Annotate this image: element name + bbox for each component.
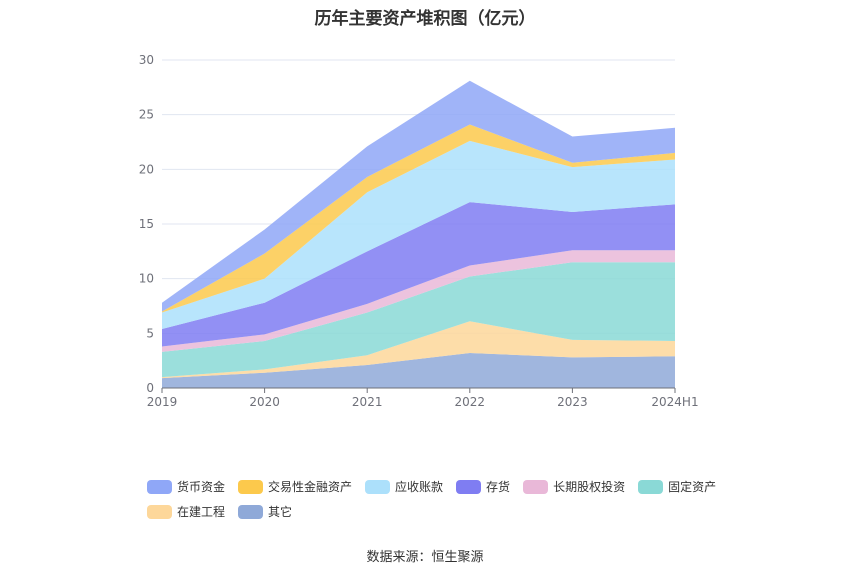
x-tick-label: 2021 [352, 395, 383, 409]
legend-label: 其它 [268, 503, 292, 520]
legend-swatch [523, 480, 548, 494]
y-tick-label: 15 [139, 217, 154, 231]
chart-legend: 货币资金 交易性金融资产 应收账款 存货 长期股权投资 固定资产在建工程 其它 [147, 474, 747, 524]
legend-swatch [147, 480, 172, 494]
legend-swatch [365, 480, 390, 494]
legend-item[interactable]: 其它 [238, 503, 292, 520]
legend-label: 在建工程 [177, 503, 225, 520]
x-tick-label: 2020 [249, 395, 280, 409]
legend-item[interactable]: 货币资金 [147, 478, 225, 495]
y-tick-label: 0 [146, 381, 154, 395]
legend-item[interactable]: 固定资产 [638, 478, 716, 495]
legend-row: 在建工程 其它 [147, 499, 747, 524]
y-tick-label: 5 [146, 326, 154, 340]
legend-label: 长期股权投资 [553, 478, 625, 495]
legend-item[interactable]: 在建工程 [147, 503, 225, 520]
legend-label: 货币资金 [177, 478, 225, 495]
y-tick-label: 20 [139, 162, 154, 176]
legend-swatch [147, 505, 172, 519]
legend-label: 固定资产 [668, 478, 716, 495]
legend-item[interactable]: 存货 [456, 478, 510, 495]
legend-label: 应收账款 [395, 478, 443, 495]
legend-swatch [238, 505, 263, 519]
stacked-area-chart: 0 5 10 15 20 25 30 2019 2020 2021 2022 2023 2024H1 [0, 0, 850, 470]
legend-item[interactable]: 应收账款 [365, 478, 443, 495]
y-tick-label: 30 [139, 53, 154, 67]
legend-item[interactable]: 交易性金融资产 [238, 478, 352, 495]
x-tick-label: 2024H1 [651, 395, 698, 409]
legend-label: 交易性金融资产 [268, 478, 352, 495]
legend-item[interactable]: 长期股权投资 [523, 478, 625, 495]
y-tick-label: 10 [139, 272, 154, 286]
legend-swatch [638, 480, 663, 494]
x-tick-label: 2023 [557, 395, 588, 409]
data-source: 数据来源：恒生聚源 [0, 546, 850, 565]
x-tick-label: 2022 [455, 395, 486, 409]
legend-swatch [456, 480, 481, 494]
legend-row: 货币资金 交易性金融资产 应收账款 存货 长期股权投资 固定资产 [147, 474, 747, 499]
legend-swatch [238, 480, 263, 494]
legend-label: 存货 [486, 478, 510, 495]
y-tick-label: 25 [139, 108, 154, 122]
x-tick-label: 2019 [147, 395, 178, 409]
